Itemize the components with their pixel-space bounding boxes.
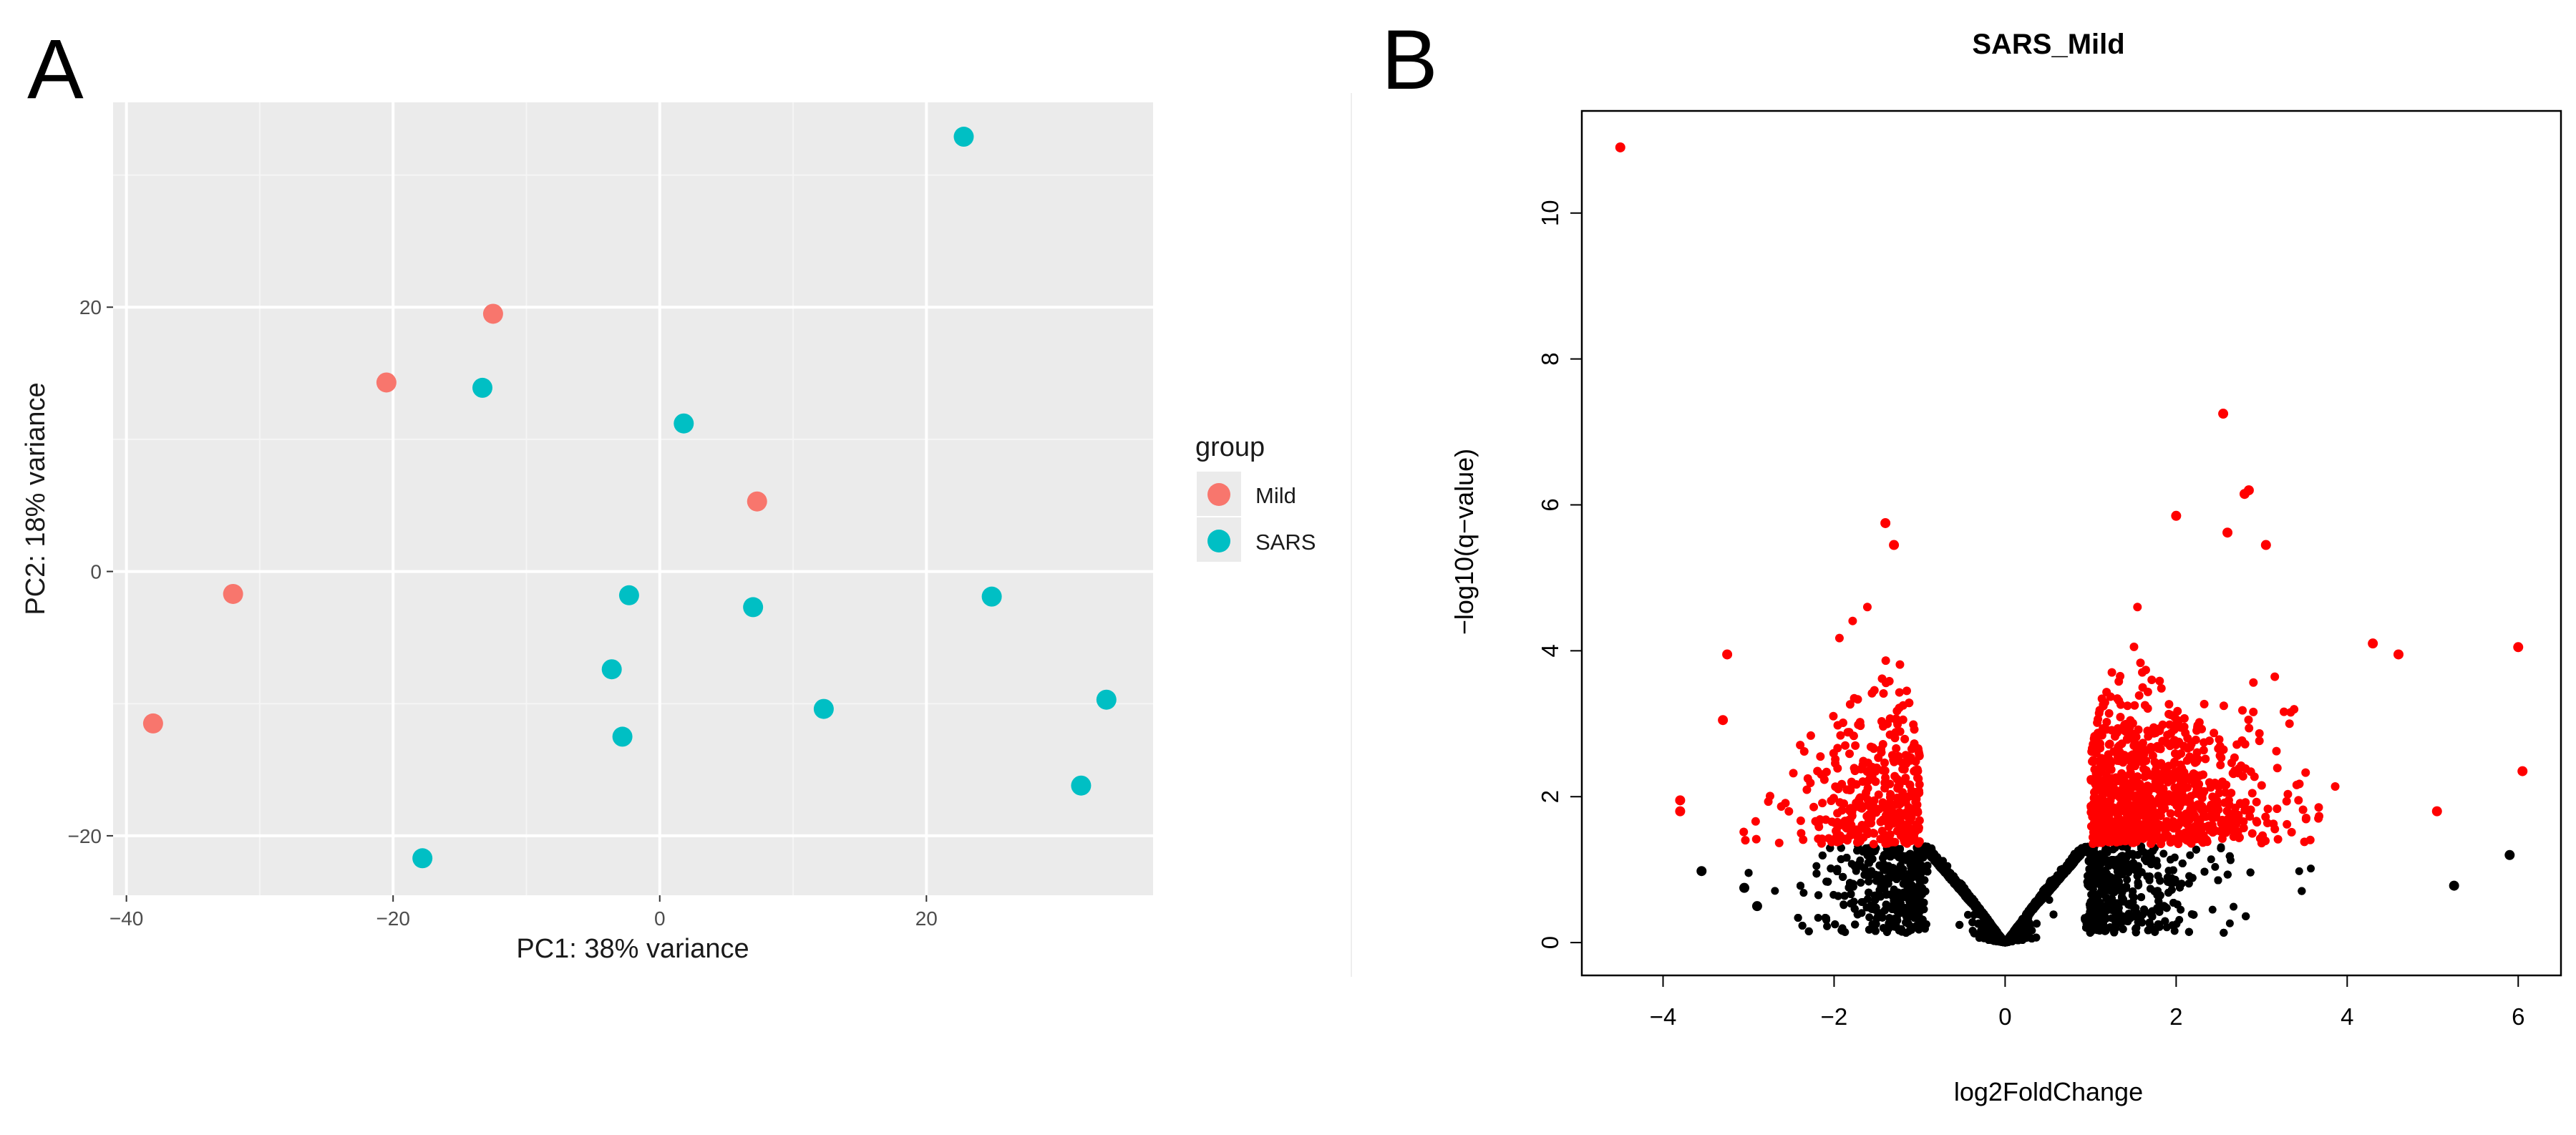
volcano-point-nonsig xyxy=(2123,875,2132,884)
volcano-point-nonsig xyxy=(2146,885,2154,893)
pca-point-sars xyxy=(412,848,433,869)
pca-point-sars xyxy=(618,585,639,605)
pca-panel-background xyxy=(113,102,1153,895)
pca-plot: −40 −20 0 20 −20 0 20 PC1: 38% variance PC2: … xyxy=(21,102,1316,964)
pca-gridlines xyxy=(113,102,1153,895)
pca-point-sars xyxy=(813,698,834,719)
volcano-point-nonsig xyxy=(2211,862,2220,871)
pca-point-mild xyxy=(482,303,503,324)
volcano-point-nonsig xyxy=(2166,855,2174,864)
pca-legend: group Mild SARS xyxy=(1195,432,1316,562)
panel-b-label: B xyxy=(1381,13,1438,107)
volcano-point-cloud xyxy=(1739,603,2340,947)
pca-y-tick-label: 0 xyxy=(90,561,102,583)
volcano-point-nonsig xyxy=(1799,889,1808,897)
volcano-point-nonsig xyxy=(2225,919,2234,927)
volcano-point-nonsig xyxy=(2295,867,2303,875)
pca-y-axis-title: PC2: 18% variance xyxy=(21,382,51,615)
volcano-point-nonsig xyxy=(2208,905,2217,914)
pca-point-sars xyxy=(674,413,694,434)
pca-point-sars xyxy=(472,377,493,398)
volcano-point-nonsig xyxy=(1814,914,1822,922)
pca-point-sars xyxy=(981,586,1002,607)
pca-point-mild xyxy=(747,491,767,512)
pca-y-tick-label: −20 xyxy=(68,825,102,847)
volcano-point-nonsig xyxy=(2307,864,2315,873)
volcano-point-nonsig xyxy=(1865,913,1874,922)
volcano-point-nonsig xyxy=(1771,887,1779,895)
legend-dot-sars xyxy=(1207,530,1230,552)
pca-x-ticks: −40 −20 0 20 xyxy=(110,895,938,930)
volcano-point-nonsig xyxy=(2230,902,2238,911)
legend-label-mild: Mild xyxy=(1255,483,1296,508)
legend-dot-mild xyxy=(1207,483,1230,506)
volcano-point-nonsig xyxy=(1812,862,1821,870)
pca-point-mild xyxy=(376,372,397,393)
volcano-point-nonsig xyxy=(2207,855,2215,864)
volcano-point-nonsig xyxy=(2168,921,2177,930)
pca-x-tick-label: −20 xyxy=(376,907,410,930)
volcano-point-nonsig xyxy=(1839,901,1848,910)
volcano-point-nonsig xyxy=(1823,922,1832,930)
pca-point-mild xyxy=(142,713,163,734)
pca-point-sars xyxy=(1096,689,1117,710)
volcano-point-nonsig xyxy=(2175,915,2184,924)
legend-label-sars: SARS xyxy=(1255,530,1316,555)
pca-points xyxy=(142,127,1117,869)
pca-point-sars xyxy=(601,659,622,680)
pca-point-sars xyxy=(1071,775,1092,796)
pca-x-axis-title: PC1: 38% variance xyxy=(516,934,749,964)
legend-title: group xyxy=(1195,432,1265,462)
pca-x-tick-label: 0 xyxy=(654,907,666,930)
pca-y-tick-label: 20 xyxy=(79,296,102,318)
pca-point-sars xyxy=(953,127,974,147)
pca-point-sars xyxy=(612,726,633,747)
pca-x-tick-label: 20 xyxy=(915,907,938,930)
volcano-title: SARS_Mild xyxy=(1972,29,2124,60)
pca-point-sars xyxy=(743,597,764,618)
panel-a-label: A xyxy=(27,22,84,117)
volcano-point-nonsig xyxy=(2153,862,2162,870)
pca-y-ticks: −20 0 20 xyxy=(68,296,113,847)
pca-point-mild xyxy=(223,583,243,604)
volcano-point-nonsig xyxy=(2186,851,2195,859)
volcano-point-nonsig xyxy=(1963,910,1972,919)
volcano-point-nonsig xyxy=(2159,849,2168,858)
pca-x-tick-label: −40 xyxy=(110,907,144,930)
